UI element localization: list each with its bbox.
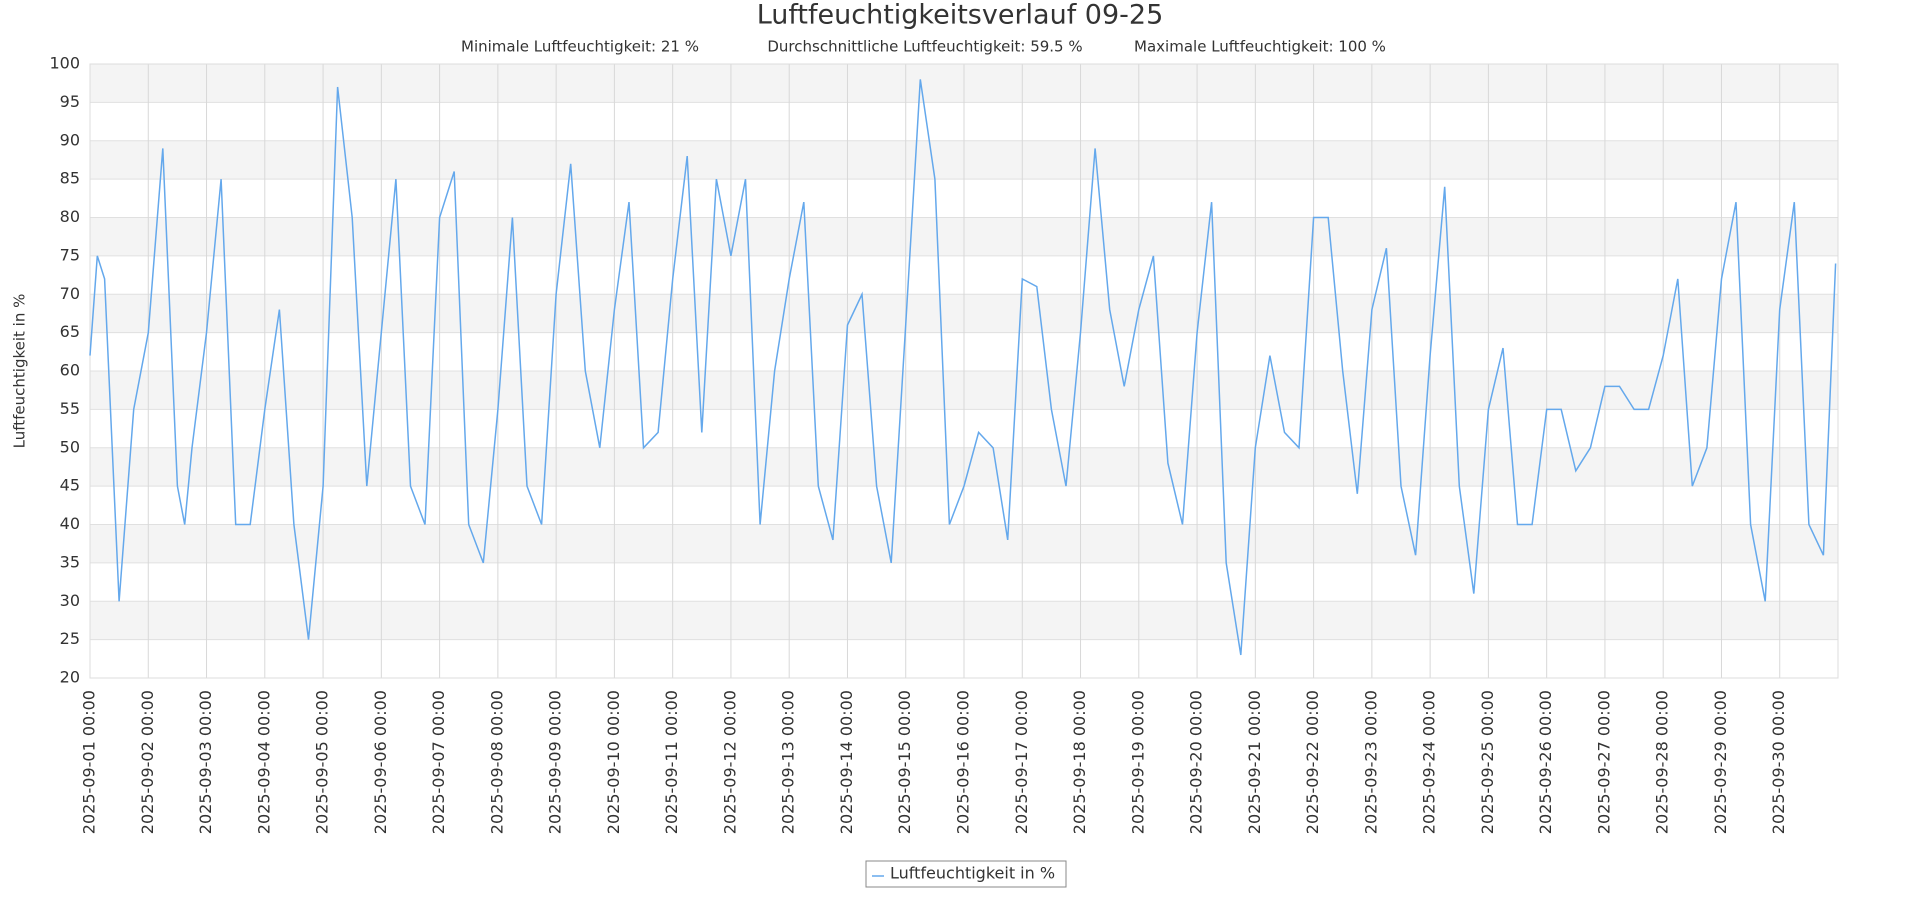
x-tick-label: 2025-09-22 00:00 — [1303, 690, 1322, 834]
x-tick-label: 2025-09-01 00:00 — [80, 690, 99, 834]
legend: Luftfeuchtigkeit in % — [865, 860, 1067, 888]
subtitle: Maximale Luftfeuchtigkeit: 100 % — [1134, 38, 1386, 56]
y-tick-label: 95 — [60, 92, 80, 111]
x-tick-label: 2025-09-09 00:00 — [546, 690, 565, 834]
legend-box — [865, 860, 1067, 888]
subtitle: Durchschnittliche Luftfeuchtigkeit: 59.5… — [767, 38, 1082, 56]
y-tick-label: 70 — [60, 284, 80, 303]
x-tick-label: 2025-09-11 00:00 — [662, 690, 681, 834]
y-tick-label: 50 — [60, 437, 80, 456]
y-tick-label: 90 — [60, 130, 80, 149]
y-tick-label: 35 — [60, 552, 80, 571]
x-tick-label: 2025-09-21 00:00 — [1245, 690, 1264, 834]
x-tick-label: 2025-09-18 00:00 — [1070, 690, 1089, 834]
x-tick-label: 2025-09-06 00:00 — [371, 690, 390, 834]
y-tick-label: 25 — [60, 629, 80, 648]
plot-border — [89, 63, 1839, 679]
y-tick-label: 20 — [60, 668, 80, 687]
legend-label: Luftfeuchtigkeit in % — [890, 864, 1055, 883]
x-tick-label: 2025-09-14 00:00 — [837, 690, 856, 834]
x-tick-label: 2025-09-13 00:00 — [779, 690, 798, 834]
x-tick-label: 2025-09-04 00:00 — [254, 690, 273, 834]
y-tick-label: 60 — [60, 361, 80, 380]
y-tick-label: 85 — [60, 169, 80, 188]
subtitle: Minimale Luftfeuchtigkeit: 21 % — [461, 38, 699, 56]
x-tick-label: 2025-09-07 00:00 — [429, 690, 448, 834]
x-tick-label: 2025-09-08 00:00 — [487, 690, 506, 834]
x-tick-label: 2025-09-02 00:00 — [138, 690, 157, 834]
x-tick-label: 2025-09-19 00:00 — [1128, 690, 1147, 834]
y-tick-label: 75 — [60, 245, 80, 264]
x-tick-label: 2025-09-24 00:00 — [1420, 690, 1439, 834]
x-tick-label: 2025-09-15 00:00 — [895, 690, 914, 834]
y-tick-label: 30 — [60, 591, 80, 610]
x-tick-label: 2025-09-30 00:00 — [1769, 690, 1788, 834]
x-tick-label: 2025-09-29 00:00 — [1711, 690, 1730, 834]
x-tick-label: 2025-09-26 00:00 — [1536, 690, 1555, 834]
y-tick-label: 65 — [60, 322, 80, 341]
x-tick-label: 2025-09-12 00:00 — [720, 690, 739, 834]
x-tick-label: 2025-09-10 00:00 — [604, 690, 623, 834]
x-tick-label: 2025-09-20 00:00 — [1187, 690, 1206, 834]
x-tick-label: 2025-09-25 00:00 — [1478, 690, 1497, 834]
y-axis-label: Luftfeuchtigkeit in % — [11, 294, 29, 449]
x-tick-label: 2025-09-27 00:00 — [1594, 690, 1613, 834]
x-tick-label: 2025-09-03 00:00 — [196, 690, 215, 834]
x-tick-label: 2025-09-23 00:00 — [1361, 690, 1380, 834]
x-tick-label: 2025-09-17 00:00 — [1012, 690, 1031, 834]
chart-title: Luftfeuchtigkeitsverlauf 09-25 — [757, 0, 1164, 31]
line-series — [89, 79, 1837, 656]
x-tick-label: 2025-09-16 00:00 — [954, 690, 973, 834]
y-tick-label: 55 — [60, 399, 80, 418]
x-tick-label: 2025-09-05 00:00 — [313, 690, 332, 834]
y-tick-label: 100 — [49, 54, 80, 73]
y-tick-label: 40 — [60, 514, 80, 533]
x-tick-label: 2025-09-28 00:00 — [1653, 690, 1672, 834]
y-tick-label: 45 — [60, 476, 80, 495]
y-tick-label: 80 — [60, 207, 80, 226]
